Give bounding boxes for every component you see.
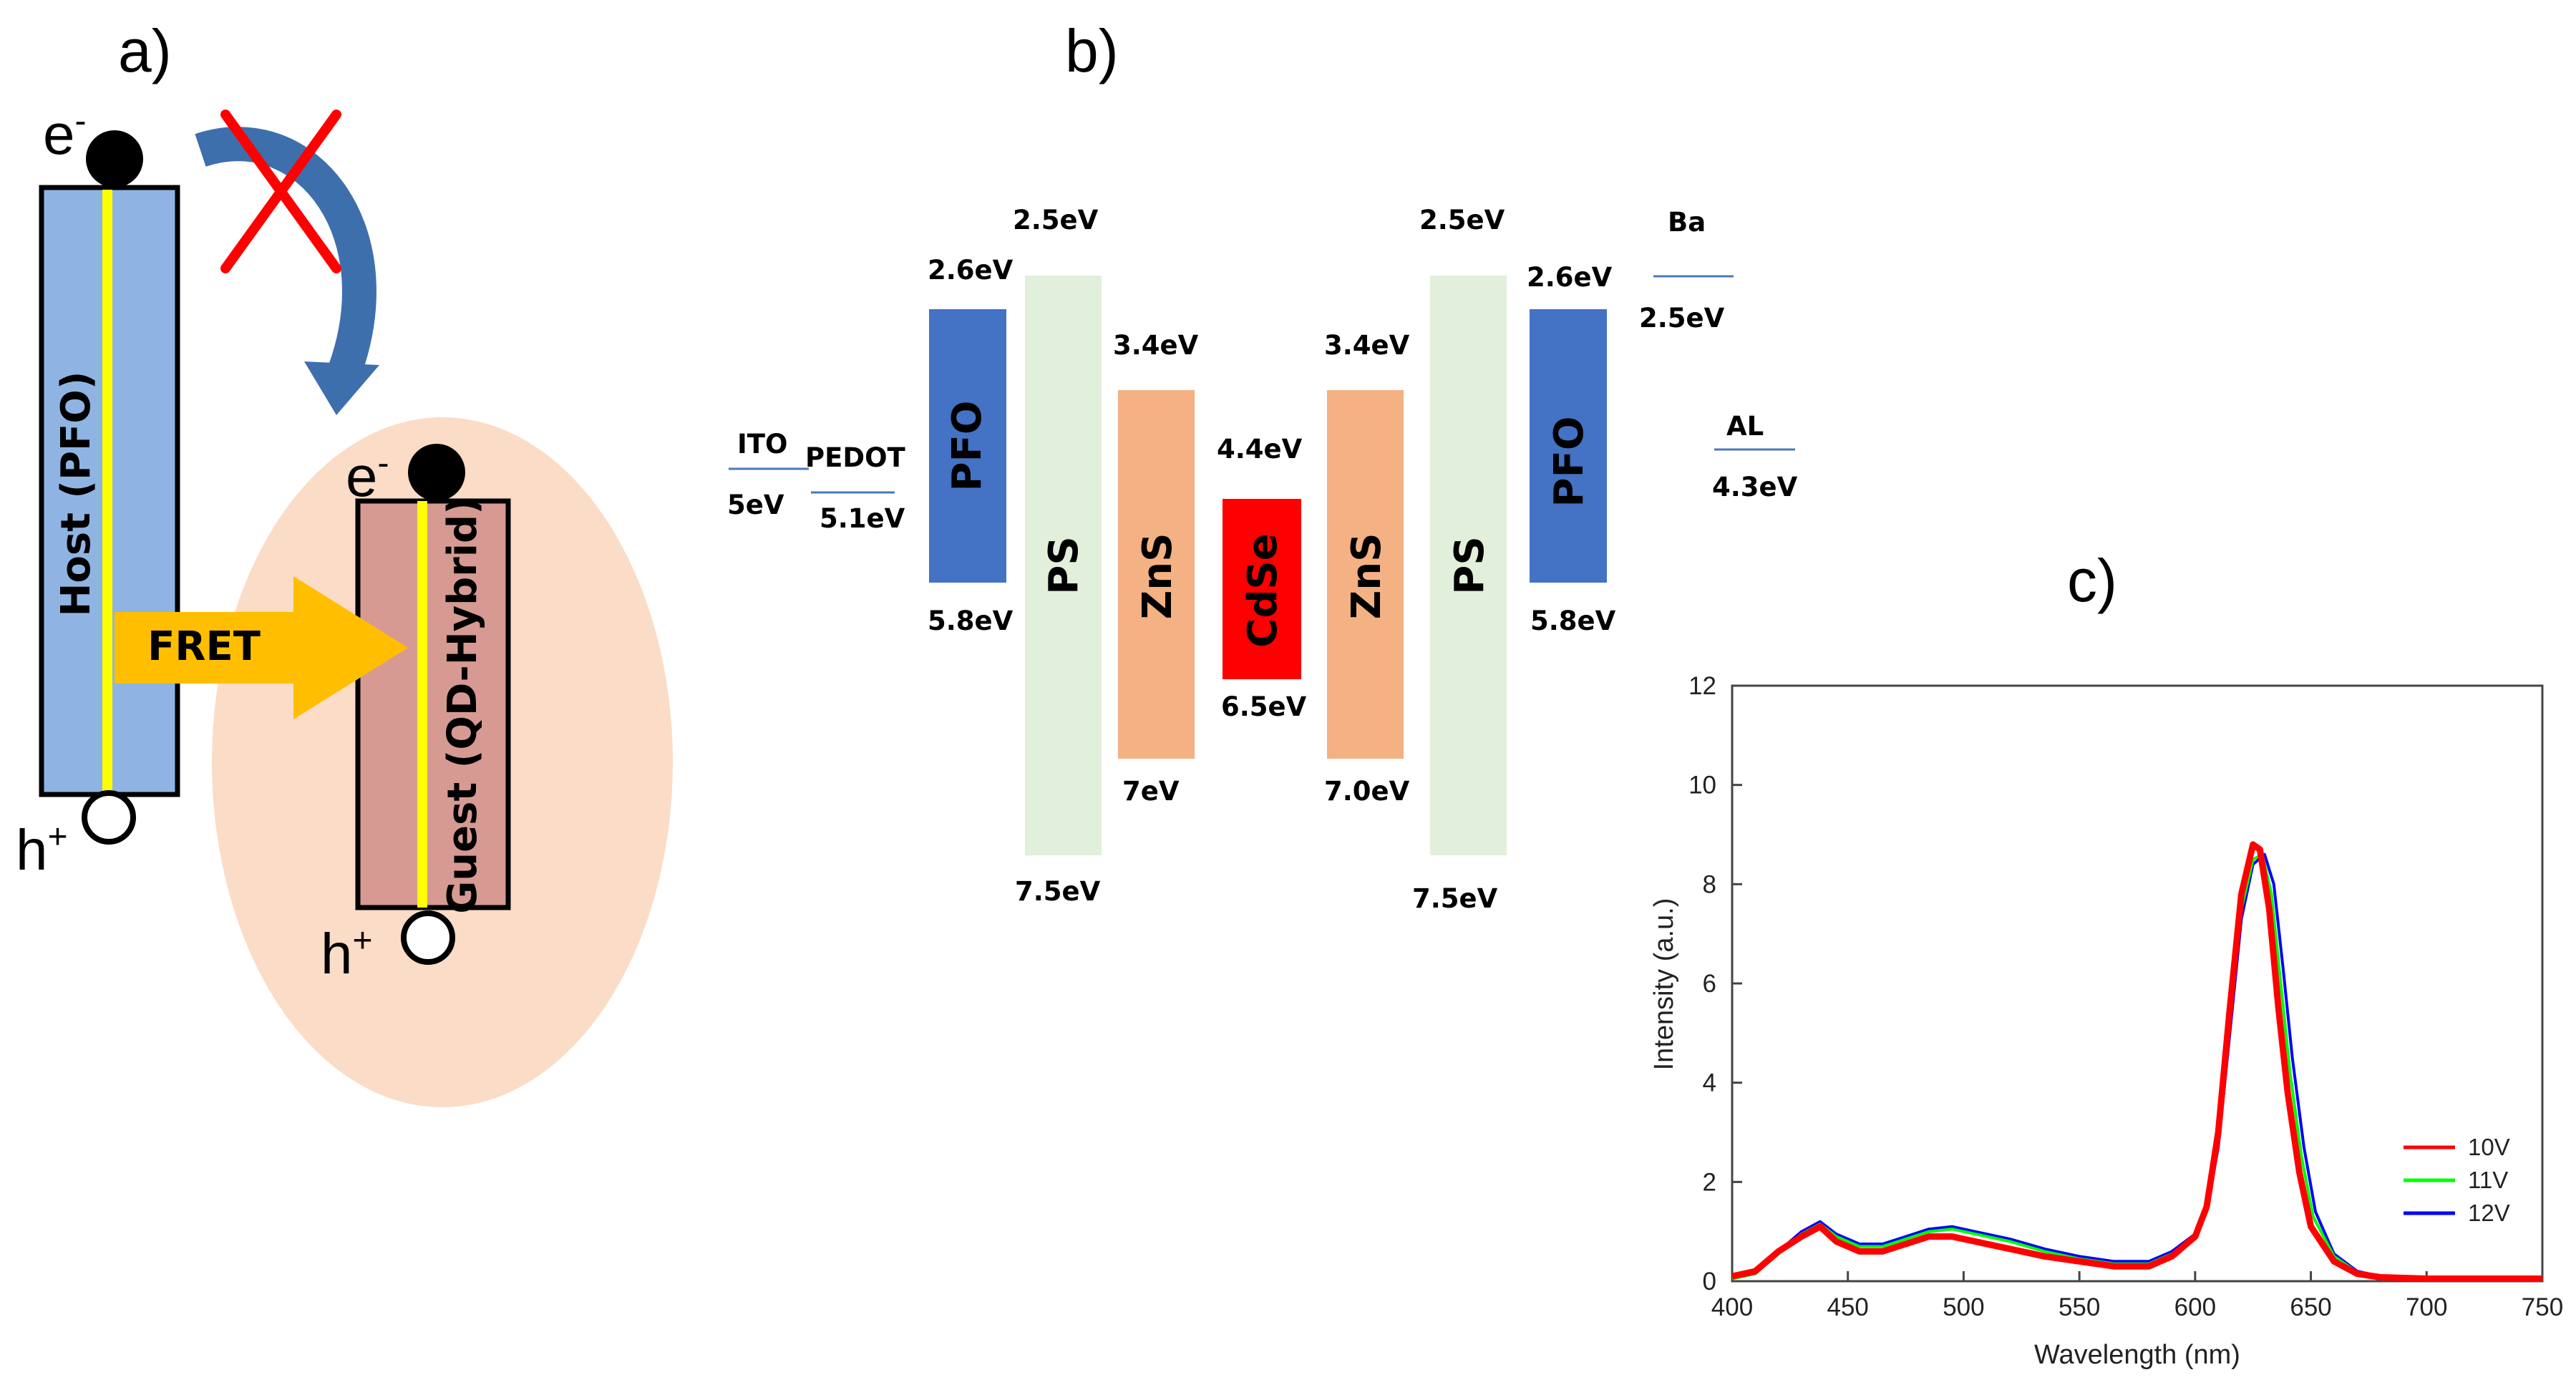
- y-tick-label: 0: [1703, 1268, 1716, 1296]
- y-axis: 0 2 4 6 8 10 12: [1688, 672, 1742, 1296]
- y-tick-label: 4: [1703, 1069, 1716, 1097]
- panel-b: b) ITO 5eV PEDOT 5.1eV Ba 2.5eV AL 4.3eV…: [727, 17, 1798, 914]
- ps-right-label: PS: [1447, 536, 1493, 594]
- zns-left-label: ZnS: [1134, 533, 1181, 620]
- x-tick-label: 700: [2406, 1293, 2447, 1321]
- host-label: Host (PFO): [53, 371, 99, 616]
- series-line-10v: [1731, 841, 2542, 1282]
- pedot-label: PEDOT: [805, 442, 906, 473]
- ps-right-homo: 7.5eV: [1412, 883, 1498, 914]
- pfo-left-label: PFO: [944, 401, 991, 492]
- fret-label: FRET: [147, 623, 261, 670]
- cdse-lumo: 4.4eV: [1217, 434, 1303, 465]
- y-tick-label: 8: [1703, 870, 1716, 898]
- ito-value: 5eV: [727, 490, 784, 520]
- x-tick-label: 400: [1711, 1293, 1753, 1321]
- zns-left-block: [1118, 390, 1195, 759]
- legend-label-10v: 10V: [2468, 1134, 2510, 1160]
- zns-left-lumo: 3.4eV: [1113, 330, 1199, 361]
- ps-left-homo: 7.5eV: [1015, 876, 1101, 907]
- panel-b-letter: b): [1065, 17, 1119, 84]
- pfo-right-lumo: 2.6eV: [1527, 262, 1613, 293]
- panel-a-letter: a): [118, 17, 172, 84]
- pfo-left-homo: 5.8eV: [928, 606, 1014, 636]
- pfo-left-block: [929, 309, 1006, 583]
- y-tick-label: 10: [1688, 772, 1716, 799]
- host-hole-label: h+: [16, 818, 68, 882]
- guest-electron-label: e-: [346, 444, 389, 508]
- panel-a: a) Host (PFO) Guest (QD-Hybrid) FRET e- …: [16, 17, 673, 1107]
- ba-value: 2.5eV: [1639, 303, 1725, 334]
- x-tick-label: 450: [1827, 1293, 1869, 1321]
- cdse-block: [1223, 499, 1301, 679]
- panel-c-letter: c): [2067, 547, 2117, 614]
- legend: 10V 11V 12V: [2404, 1134, 2510, 1226]
- y-tick-label: 12: [1688, 672, 1716, 700]
- series-layer: [1731, 841, 2542, 1282]
- ps-left-lumo: 2.5eV: [1013, 205, 1099, 235]
- host-electron-label: e-: [43, 102, 86, 166]
- zns-left-homo: 7eV: [1122, 776, 1180, 807]
- legend-label-11v: 11V: [2468, 1167, 2508, 1193]
- pfo-right-block: [1530, 309, 1607, 583]
- zns-right-label: ZnS: [1343, 533, 1390, 620]
- y-tick-label: 6: [1703, 970, 1716, 998]
- guest-hole-icon: [401, 910, 455, 965]
- zns-right-lumo: 3.4eV: [1324, 330, 1410, 361]
- cdse-homo: 6.5eV: [1221, 691, 1307, 722]
- zns-right-block: [1327, 390, 1404, 759]
- x-tick-label: 650: [2290, 1293, 2331, 1321]
- pedot-value: 5.1eV: [820, 503, 905, 534]
- ba-label: Ba: [1668, 207, 1706, 238]
- ps-left-block: [1025, 276, 1102, 855]
- cross-icon: [220, 110, 341, 273]
- guest-electron-icon: [408, 444, 465, 501]
- x-tick-label: 600: [2174, 1293, 2216, 1321]
- cdse-label: CdSe: [1240, 533, 1286, 648]
- x-tick-label: 500: [1943, 1293, 1984, 1321]
- zns-right-homo: 7.0eV: [1324, 776, 1410, 807]
- ps-right-lumo: 2.5eV: [1419, 205, 1505, 235]
- legend-label-12v: 12V: [2468, 1200, 2510, 1226]
- y-tick-label: 2: [1703, 1168, 1716, 1196]
- host-hole-icon: [82, 790, 136, 845]
- al-value: 4.3eV: [1712, 472, 1798, 502]
- pfo-right-homo: 5.8eV: [1530, 606, 1616, 636]
- guest-hole-label: h+: [321, 922, 373, 986]
- x-axis-label: Wavelength (nm): [2034, 1340, 2240, 1370]
- pfo-left-lumo: 2.6eV: [928, 255, 1014, 286]
- al-label: AL: [1726, 411, 1764, 442]
- y-axis-label: Intensity (a.u.): [1649, 898, 1679, 1071]
- x-tick-label: 550: [2059, 1293, 2100, 1321]
- ps-left-label: PS: [1041, 536, 1087, 594]
- pfo-right-label: PFO: [1546, 417, 1593, 507]
- ps-right-block: [1430, 276, 1507, 855]
- host-electron-icon: [86, 130, 143, 188]
- ito-label: ITO: [737, 429, 787, 460]
- fret-arrow: [115, 576, 408, 719]
- curved-arrow-head: [304, 361, 379, 415]
- x-tick-label: 750: [2522, 1293, 2563, 1321]
- guest-bar: [355, 498, 511, 910]
- panel-c: c) 0 2 4 6 8 10 12 400 450 500 550 600 650 700 750 In…: [1649, 547, 2563, 1370]
- plot-frame: [1731, 684, 2544, 1283]
- guest-label: Guest (QD-Hybrid): [439, 496, 486, 913]
